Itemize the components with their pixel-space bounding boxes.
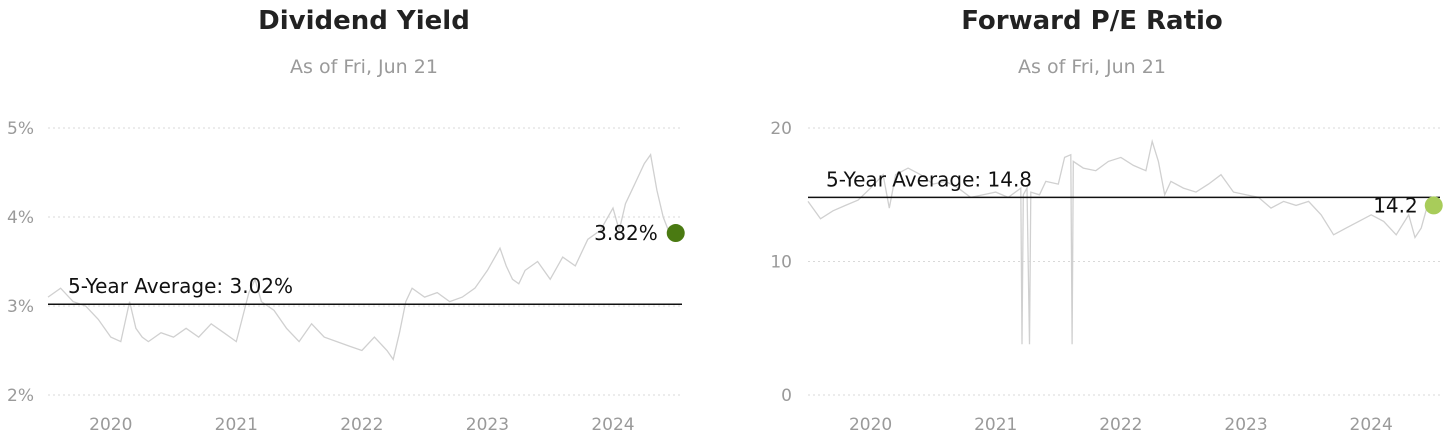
x-tick-label: 2020 [89,415,132,435]
forward-pe-panel: Forward P/E Ratio As of Fri, Jun 21 0 10 2… [728,0,1456,442]
series-line [47,153,671,361]
dividend-yield-panel: Dividend Yield As of Fri, Jun 21 2% 3% 4% 5… [7,6,685,435]
current-value-marker [666,224,685,243]
dividend-yield-chart: 2% 3% 4% 5% 2020 2021 2022 2023 2024 5-Year Avera… [7,119,685,435]
series-line [807,138,1429,345]
current-value-marker [1424,196,1443,215]
y-tick-label: 5% [7,119,34,139]
chart-title: Forward P/E Ratio [961,6,1223,36]
x-tick-label: 2024 [1350,415,1393,435]
average-label: 5-Year Average: 14.8 [826,167,1032,191]
current-value-label: 3.82% [594,221,658,245]
x-tick-label: 2023 [466,415,509,435]
chart-title: Dividend Yield [258,6,470,36]
x-tick-label: 2020 [849,415,892,435]
y-tick-label: 20 [770,119,792,139]
chart-subtitle: As of Fri, Jun 21 [290,56,438,78]
x-tick-label: 2021 [974,415,1017,435]
y-tick-label: 10 [770,253,792,273]
x-tick-label: 2022 [340,415,383,435]
x-tick-label: 2022 [1099,415,1142,435]
x-tick-label: 2024 [591,415,634,435]
chart-subtitle: As of Fri, Jun 21 [1018,56,1166,78]
x-tick-label: 2023 [1224,415,1267,435]
average-label: 5-Year Average: 3.02% [68,274,293,298]
y-tick-label: 2% [7,386,34,406]
y-tick-label: 3% [7,297,34,317]
y-tick-label: 4% [7,208,34,228]
y-tick-label: 0 [781,386,792,406]
x-tick-label: 2021 [215,415,258,435]
current-value-label: 14.2 [1373,193,1418,217]
